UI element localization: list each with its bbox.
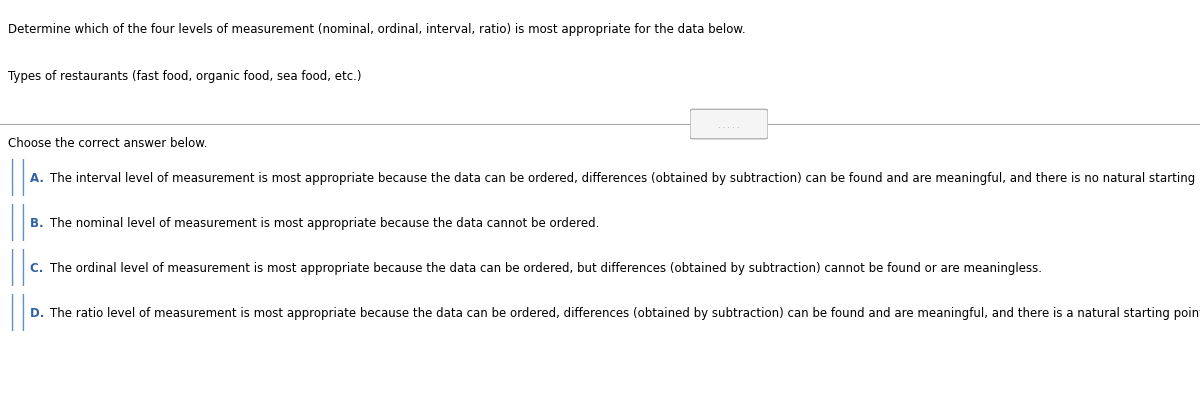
Text: . . . . .: . . . . . <box>719 120 739 129</box>
Text: The interval level of measurement is most appropriate because the data can be or: The interval level of measurement is mos… <box>49 171 1200 184</box>
Text: Types of restaurants (fast food, organic food, sea food, etc.): Types of restaurants (fast food, organic… <box>8 70 362 83</box>
Text: Choose the correct answer below.: Choose the correct answer below. <box>8 137 208 150</box>
Text: D.: D. <box>30 306 52 319</box>
Text: The ordinal level of measurement is most appropriate because the data can be ord: The ordinal level of measurement is most… <box>49 261 1042 274</box>
Text: The nominal level of measurement is most appropriate because the data cannot be : The nominal level of measurement is most… <box>49 216 599 229</box>
FancyBboxPatch shape <box>690 110 768 139</box>
Text: The ratio level of measurement is most appropriate because the data can be order: The ratio level of measurement is most a… <box>49 306 1200 319</box>
Circle shape <box>12 77 24 279</box>
Circle shape <box>12 211 24 409</box>
Text: C.: C. <box>30 261 52 274</box>
Text: A.: A. <box>30 171 52 184</box>
Circle shape <box>12 122 24 324</box>
Text: Determine which of the four levels of measurement (nominal, ordinal, interval, r: Determine which of the four levels of me… <box>8 22 746 36</box>
Text: B.: B. <box>30 216 52 229</box>
Circle shape <box>12 166 24 369</box>
